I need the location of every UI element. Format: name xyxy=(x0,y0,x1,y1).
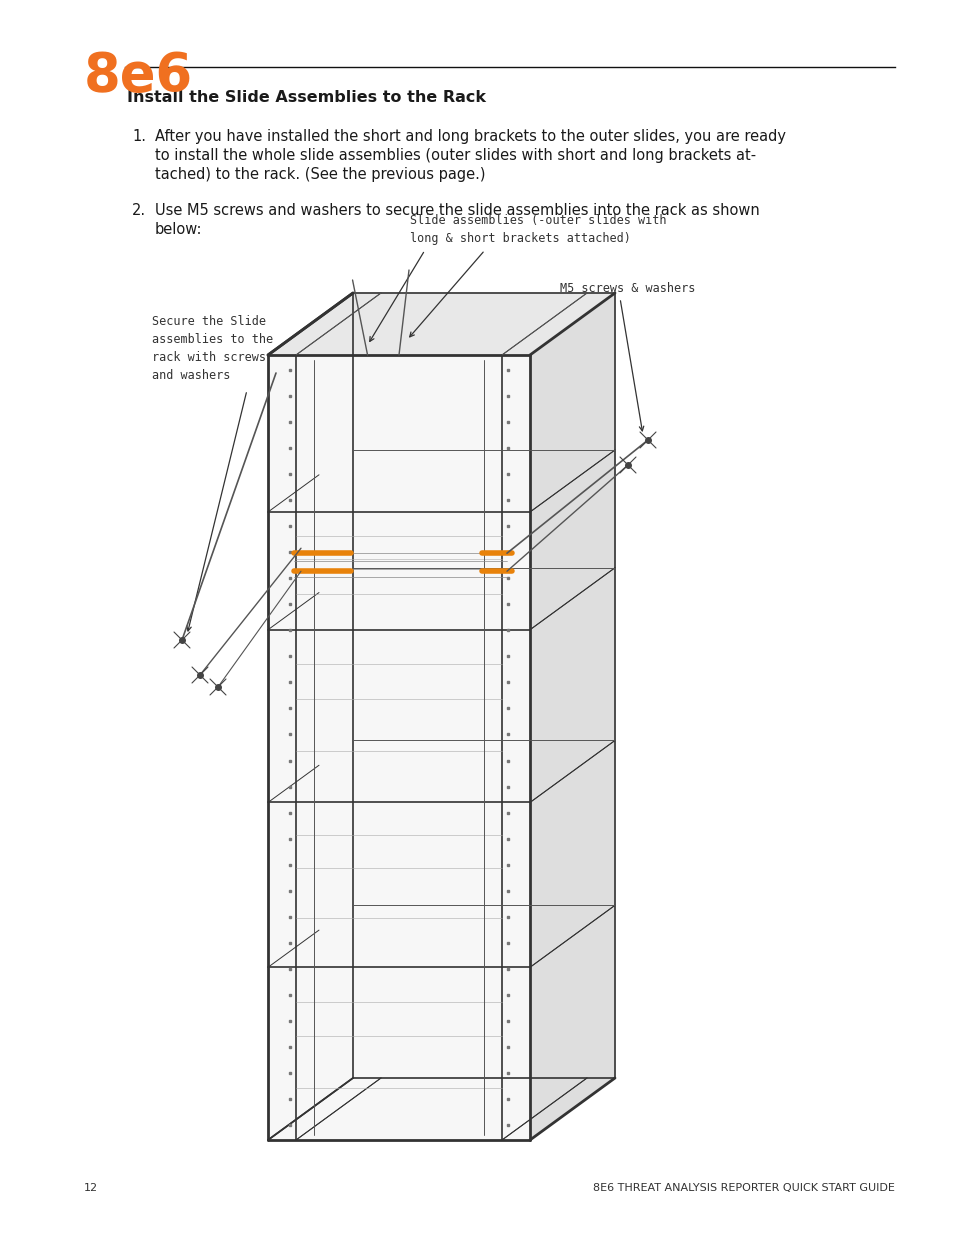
Text: below:: below: xyxy=(154,222,202,237)
Text: 8E6 THREAT ANALYSIS REPORTER QUICK START GUIDE: 8E6 THREAT ANALYSIS REPORTER QUICK START… xyxy=(593,1183,894,1193)
Text: Install the Slide Assemblies to the Rack: Install the Slide Assemblies to the Rack xyxy=(127,90,485,105)
Polygon shape xyxy=(268,293,615,354)
Text: 2.: 2. xyxy=(132,203,146,219)
Text: Slide assemblies (-outer slides with
long & short brackets attached): Slide assemblies (-outer slides with lon… xyxy=(410,214,666,245)
Text: M5 screws & washers: M5 screws & washers xyxy=(559,282,695,295)
Text: 8e6: 8e6 xyxy=(84,49,193,103)
Text: After you have installed the short and long brackets to the outer slides, you ar: After you have installed the short and l… xyxy=(154,128,785,144)
Polygon shape xyxy=(530,293,615,1140)
Text: Secure the Slide
assemblies to the
rack with screws
and washers: Secure the Slide assemblies to the rack … xyxy=(152,315,273,382)
Polygon shape xyxy=(268,354,530,1140)
Text: tached) to the rack. (See the previous page.): tached) to the rack. (See the previous p… xyxy=(154,167,485,182)
Text: 12: 12 xyxy=(84,1183,98,1193)
Text: to install the whole slide assemblies (outer slides with short and long brackets: to install the whole slide assemblies (o… xyxy=(154,148,756,163)
Text: 1.: 1. xyxy=(132,128,146,144)
Text: Use M5 screws and washers to secure the slide assemblies into the rack as shown: Use M5 screws and washers to secure the … xyxy=(154,203,759,219)
